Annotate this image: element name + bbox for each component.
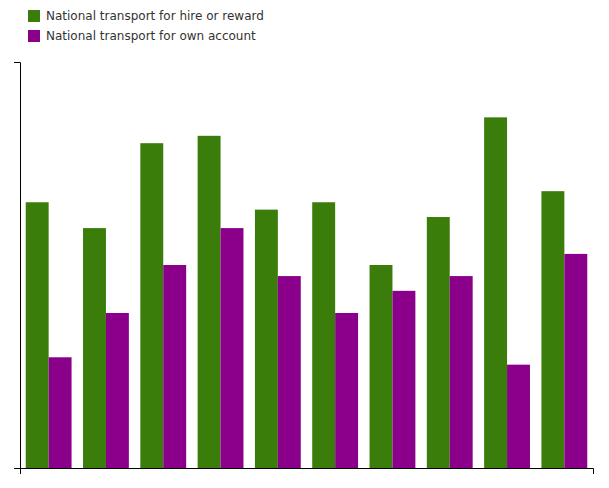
bar xyxy=(427,217,450,468)
bar xyxy=(49,357,72,468)
bar xyxy=(312,202,335,468)
bar xyxy=(484,117,507,468)
y-axis-line xyxy=(14,63,21,469)
plot xyxy=(14,63,594,475)
bar xyxy=(221,228,244,468)
legend-label: National transport for own account xyxy=(46,29,256,43)
bar xyxy=(140,143,163,468)
legend-label: National transport for hire or reward xyxy=(46,9,264,23)
x-axis xyxy=(21,469,594,475)
legend: National transport for hire or reward Nat… xyxy=(28,9,264,43)
bar xyxy=(106,313,129,468)
bar xyxy=(198,136,221,468)
bars xyxy=(26,117,588,468)
bar xyxy=(278,276,301,468)
legend-item: National transport for hire or reward xyxy=(28,9,264,23)
bar xyxy=(370,265,393,468)
bar xyxy=(541,191,564,468)
bar xyxy=(83,228,106,468)
chart: National transport for hire or reward Nat… xyxy=(0,0,609,488)
bar-series xyxy=(26,117,565,468)
bar xyxy=(507,365,530,468)
bar xyxy=(255,210,278,468)
x-axis-line xyxy=(21,469,594,475)
bar xyxy=(163,265,186,468)
legend-swatch xyxy=(28,30,40,42)
bar xyxy=(26,202,49,468)
bar xyxy=(392,291,415,468)
bar xyxy=(450,276,473,468)
legend-swatch xyxy=(28,10,40,22)
y-axis xyxy=(14,63,21,469)
bar-series xyxy=(49,228,588,468)
legend-item: National transport for own account xyxy=(28,29,256,43)
bar xyxy=(564,254,587,468)
bar xyxy=(335,313,358,468)
